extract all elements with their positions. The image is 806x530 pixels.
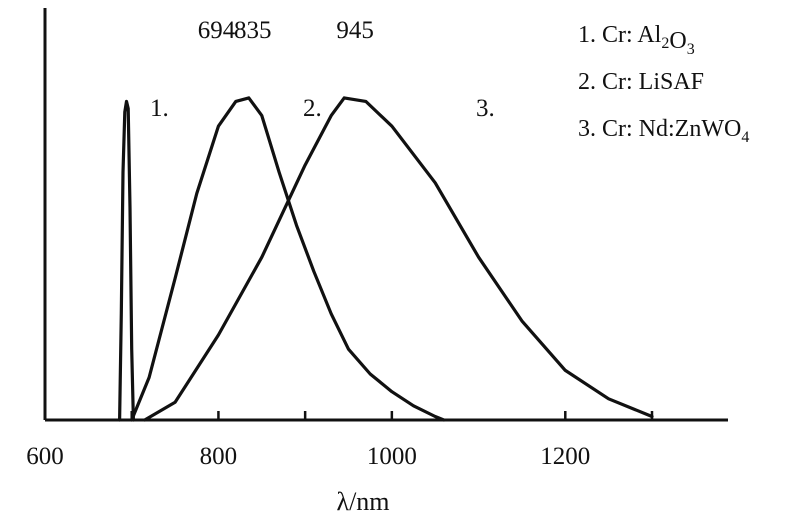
x-tick-label: 1000 bbox=[367, 443, 417, 470]
legend-text: Cr: LiSAF bbox=[602, 69, 704, 95]
legend-text: 2. bbox=[578, 69, 602, 95]
curve-label: 2. bbox=[303, 95, 322, 122]
curve-number-labels: 1. 2. 3. bbox=[150, 95, 495, 122]
x-tick-label: 1200 bbox=[540, 443, 590, 470]
spectrum-curve-3 bbox=[143, 96, 654, 422]
x-axis-tick-labels: 600 800 1000 1200 bbox=[26, 443, 590, 470]
legend-entry: 2. Cr: LiSAF bbox=[578, 69, 704, 95]
peak-label: 694 bbox=[198, 17, 236, 44]
legend-entry: 3. Cr: Nd:ZnWO4 bbox=[578, 116, 749, 146]
x-tick-label: 800 bbox=[200, 443, 238, 470]
legend-text: Cr: Al bbox=[602, 22, 662, 48]
legend-subscript: 3 bbox=[687, 41, 695, 58]
peak-label: 945 bbox=[336, 17, 374, 44]
x-tick-label: 600 bbox=[26, 443, 64, 470]
legend-text: 3. bbox=[578, 116, 602, 142]
legend-text: O bbox=[669, 28, 686, 54]
spectrum-curves bbox=[118, 96, 654, 422]
legend-entry: 1. Cr: Al2O3 bbox=[578, 22, 695, 58]
curve-label: 3. bbox=[476, 95, 495, 122]
legend-subscript: 2 bbox=[661, 35, 669, 52]
legend-text: Cr: Nd:ZnWO bbox=[602, 116, 741, 142]
spectrum-curve-1 bbox=[118, 99, 135, 422]
peak-label: 835 bbox=[234, 17, 272, 44]
spectrum-curve-2 bbox=[130, 96, 446, 422]
legend-subscript: 4 bbox=[741, 129, 749, 146]
x-axis-label: λ/nm bbox=[336, 487, 389, 516]
legend-text: 1. bbox=[578, 22, 602, 48]
curve-label: 1. bbox=[150, 95, 169, 122]
